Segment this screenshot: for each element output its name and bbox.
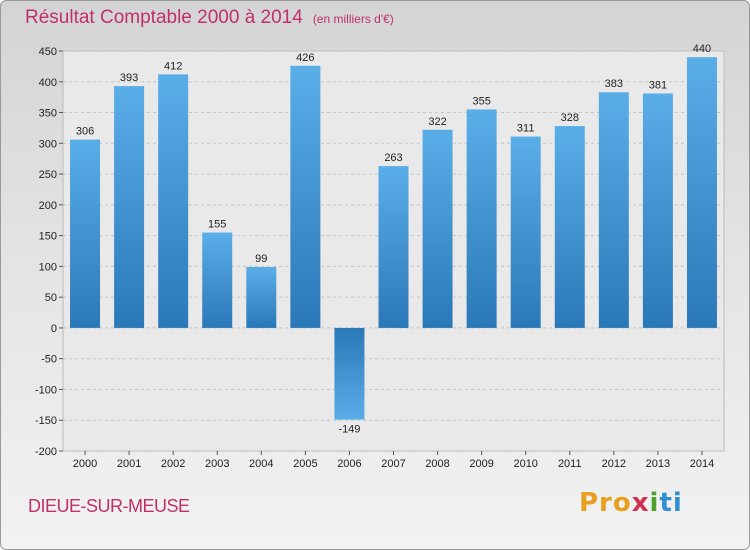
data-label: 393: [120, 72, 138, 84]
y-tick-label: 250: [39, 169, 57, 181]
bars: 306 393 412 155 99 426 -149 263 322 355 311 328 383 3…: [70, 43, 717, 436]
data-label: -149: [338, 424, 360, 436]
bar-2014: [686, 57, 717, 328]
proxiti-logo: Proxiti: [579, 488, 683, 518]
x-tick-label: 2004: [249, 458, 273, 470]
chart-title: Résultat Comptable 2000 à 2014 (en millie…: [25, 7, 394, 29]
data-label: 311: [517, 123, 535, 135]
bar-2002: [158, 74, 189, 328]
y-tick-label: -50: [41, 354, 57, 366]
y-tick-label: 150: [39, 231, 57, 243]
x-tick-label: 2007: [381, 458, 405, 470]
data-label: 306: [76, 126, 94, 138]
bar-2009: [466, 109, 497, 328]
x-tick-label: 2000: [73, 458, 97, 470]
title-text: Résultat Comptable 2000 à 2014: [25, 7, 303, 28]
y-tick-label: 400: [39, 77, 57, 89]
y-tick-label: 300: [39, 138, 57, 150]
data-label: 263: [384, 152, 402, 164]
data-label: 328: [561, 112, 579, 124]
x-tick-label: 2011: [558, 458, 582, 470]
y-axis-ticks: -200 -150 -100 -50 0 50 100 150 200 250 300 350 400 4…: [35, 46, 63, 458]
y-tick-label: -150: [35, 415, 57, 427]
bar-2005: [290, 65, 321, 328]
x-tick-label: 2013: [646, 458, 670, 470]
data-label: 426: [296, 52, 314, 64]
x-tick-label: 2001: [117, 458, 141, 470]
bar-2010: [510, 136, 541, 328]
data-label: 322: [428, 116, 446, 128]
logo-part-1: Pro: [579, 488, 632, 518]
bar-2011: [554, 126, 585, 328]
x-tick-label: 2006: [337, 458, 361, 470]
data-label: 440: [693, 43, 711, 55]
bar-2004: [246, 267, 277, 328]
bar-2000: [70, 139, 101, 328]
bar-2013: [642, 93, 673, 328]
data-label: 355: [472, 95, 490, 107]
data-label: 381: [649, 79, 667, 91]
bar-2008: [422, 129, 453, 328]
y-tick-label: 350: [39, 108, 57, 120]
logo-part-2: x: [631, 488, 650, 518]
data-label: 383: [605, 78, 623, 90]
x-axis-ticks: 2000 2001 2002 2003 2004 2005 2006 2007 2008 2009…: [73, 451, 714, 470]
y-tick-label: 100: [39, 261, 57, 273]
bar-2006: [334, 327, 365, 420]
y-tick-label: 0: [51, 323, 57, 335]
x-tick-label: 2010: [513, 458, 537, 470]
x-tick-label: 2012: [602, 458, 626, 470]
y-tick-label: 50: [45, 292, 57, 304]
x-tick-label: 2008: [425, 458, 449, 470]
y-tick-label: -100: [35, 384, 57, 396]
title-unit: (en milliers d'€): [312, 12, 394, 26]
x-tick-label: 2014: [690, 458, 714, 470]
y-tick-label: 450: [39, 46, 57, 58]
x-tick-label: 2009: [469, 458, 493, 470]
data-label: 99: [255, 253, 267, 265]
bar-2012: [598, 92, 629, 328]
x-tick-label: 2005: [293, 458, 317, 470]
x-tick-label: 2002: [161, 458, 185, 470]
x-tick-label: 2003: [205, 458, 229, 470]
logo-part-3: i: [649, 488, 660, 518]
logo-part-4: ti: [659, 488, 683, 518]
bar-2001: [114, 86, 145, 328]
bar-2003: [202, 232, 233, 328]
data-label: 155: [208, 219, 226, 231]
data-label: 412: [164, 60, 182, 72]
y-tick-label: -200: [35, 446, 57, 458]
commune-name: DIEUE-SUR-MEUSE: [28, 496, 190, 516]
bar-2007: [378, 166, 409, 328]
y-tick-label: 200: [39, 200, 57, 212]
